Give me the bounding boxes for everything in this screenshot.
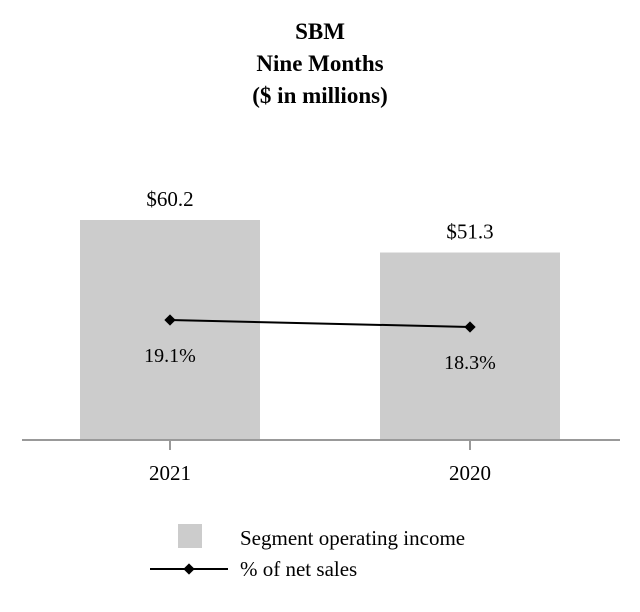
chart-title-line-1: SBM [295,19,345,44]
pct-net-sales-point-2021 [164,314,176,326]
x-tick-label-2021: 2021 [149,461,191,485]
bar-2021 [80,220,260,440]
chart-title-line-2: Nine Months [256,51,383,76]
plot-area: $60.2 $51.3 2021 2020 19.1% 18.3% [22,187,620,485]
x-tick-label-2020: 2020 [449,461,491,485]
legend-swatch-segment-operating-income [178,524,202,548]
chart-title-line-3: ($ in millions) [252,83,387,108]
bar-value-label-2020: $51.3 [446,220,493,244]
legend-swatch-pct-net-sales-marker [183,563,195,575]
pct-net-sales-label-2021: 19.1% [144,345,196,367]
pct-net-sales-point-2020 [464,321,476,333]
legend: Segment operating income % of net sales [150,524,465,581]
pct-net-sales-line [169,319,471,328]
legend-label-segment-operating-income: Segment operating income [240,526,465,550]
bar-2020 [380,252,560,440]
legend-label-pct-net-sales: % of net sales [240,557,357,581]
bar-value-label-2021: $60.2 [146,187,193,211]
pct-net-sales-label-2020: 18.3% [444,352,496,374]
